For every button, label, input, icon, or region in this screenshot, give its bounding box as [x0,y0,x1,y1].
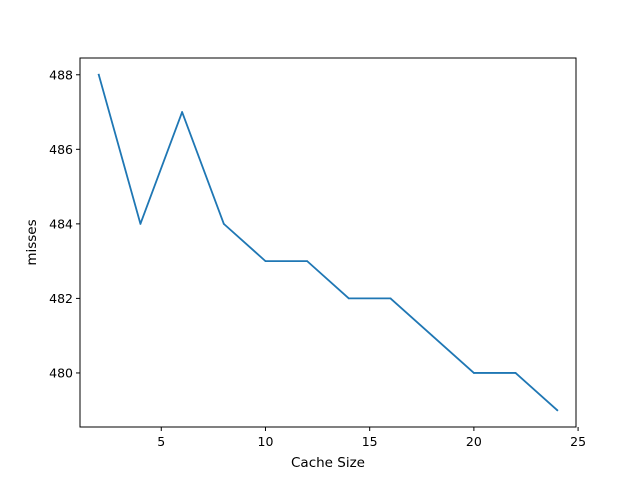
y-axis-label: misses [24,219,40,265]
y-axis-ticks: 480 482 484 486 488 [49,67,80,380]
series-layer [97,73,559,412]
plot-area [80,58,576,427]
data-point [556,409,559,412]
data-point [389,297,392,300]
y-tick-label: 488 [49,67,73,82]
y-tick-label: 484 [49,216,73,231]
data-point [347,297,350,300]
data-point [139,222,142,225]
data-point [514,372,517,374]
data-point [97,73,100,76]
data-point [472,372,475,374]
y-tick-label: 482 [49,291,73,306]
data-point [181,111,184,113]
x-tick-label: 5 [157,434,165,449]
series-line [97,73,559,412]
data-point [222,222,225,225]
data-point [306,260,309,263]
plot-frame [79,57,577,428]
x-axis-label: Cache Size [291,455,365,471]
y-tick-label: 480 [49,365,73,380]
data-point [264,260,267,263]
y-tick-label: 486 [49,142,73,157]
x-tick-label: 25 [570,434,586,449]
x-tick-label: 10 [258,434,274,449]
data-point [431,334,434,337]
x-tick-label: 15 [362,434,378,449]
x-tick-label: 20 [466,434,482,449]
x-axis-ticks: 5 10 15 20 25 [157,427,586,449]
